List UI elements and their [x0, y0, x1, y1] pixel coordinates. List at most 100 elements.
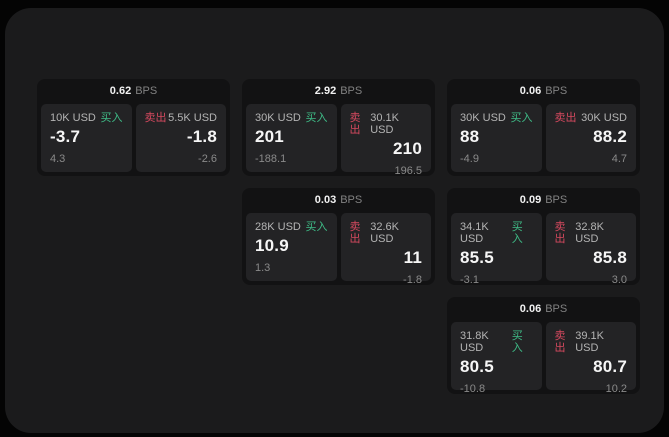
bps-unit-label: BPS	[545, 194, 568, 206]
sell-tile[interactable]: 卖出 32.6K USD 11 -1.8	[340, 213, 431, 286]
buy-label: 买入	[305, 112, 328, 124]
bps-value: 0.06	[519, 303, 542, 315]
buy-size: 30K USD	[255, 112, 301, 124]
sell-price: 80.7	[593, 357, 627, 377]
sell-change: -2.6	[198, 152, 217, 165]
quote-card: 0.06 BPS 30K USD 买入 88 -4.9 卖出	[447, 79, 640, 176]
buy-label: 买入	[510, 112, 533, 124]
card-body: 31.8K USD 买入 80.5 -10.8 卖出 39.1K USD 80.…	[451, 322, 636, 395]
sell-header-row: 卖出 30.1K USD	[350, 112, 423, 136]
buy-tile[interactable]: 34.1K USD 买入 85.5 -3.1	[451, 213, 542, 286]
sell-change: -1.8	[403, 273, 422, 286]
bps-unit-label: BPS	[135, 85, 158, 97]
sell-price: -1.8	[186, 127, 217, 147]
sell-price: 210	[393, 139, 422, 159]
bps-value: 0.62	[109, 85, 132, 97]
bps-value: 2.92	[314, 85, 337, 97]
buy-size: 30K USD	[460, 112, 506, 124]
buy-change: -4.9	[460, 152, 479, 165]
buy-change: -188.1	[255, 152, 287, 165]
buy-price: 85.5	[460, 248, 494, 268]
sell-change: 10.2	[605, 382, 627, 395]
buy-tile[interactable]: 30K USD 买入 88 -4.9	[451, 104, 542, 172]
sell-size: 32.6K USD	[370, 221, 399, 246]
buy-price: 10.9	[255, 236, 289, 256]
bps-value: 0.09	[519, 194, 542, 206]
bps-unit-label: BPS	[340, 85, 363, 97]
quote-card: 0.03 BPS 28K USD 买入 10.9 1.3 卖出	[242, 188, 435, 286]
card-header: 0.62 BPS	[41, 79, 226, 104]
buy-size: 34.1K USD	[460, 221, 489, 246]
buy-price: 88	[460, 127, 480, 147]
buy-change: 1.3	[255, 261, 271, 274]
sell-tile[interactable]: 卖出 5.5K USD -1.8 -2.6	[135, 104, 226, 172]
card-header: 0.06 BPS	[451, 79, 636, 104]
sell-size: 32.8K USD	[575, 221, 604, 246]
card-header: 0.03 BPS	[246, 188, 431, 213]
quote-card: 2.92 BPS 30K USD 买入 201 -188.1 卖出	[242, 79, 435, 177]
sell-header-row: 卖出 32.6K USD	[350, 221, 423, 245]
quote-card: 0.62 BPS 10K USD 买入 -3.7 4.3 卖出	[37, 79, 230, 176]
card-body: 28K USD 买入 10.9 1.3 卖出 32.6K USD 11 -1.8	[246, 213, 431, 286]
sell-tile[interactable]: 卖出 30.1K USD 210 196.5	[340, 104, 431, 177]
buy-label: 买入	[511, 330, 523, 355]
sell-price: 88.2	[593, 127, 627, 147]
sell-tile[interactable]: 卖出 39.1K USD 80.7 10.2	[545, 322, 636, 395]
buy-label: 买入	[100, 112, 123, 124]
buy-size: 10K USD	[50, 112, 96, 124]
sell-price: 11	[403, 248, 422, 268]
card-body: 30K USD 买入 88 -4.9 卖出 30K USD 88.2 4.7	[451, 104, 636, 172]
buy-header-row: 10K USD 买入	[50, 112, 123, 124]
buy-change: -3.1	[460, 273, 479, 286]
buy-header-row: 28K USD 买入	[255, 221, 328, 233]
bps-unit-label: BPS	[545, 303, 568, 315]
sell-label: 卖出	[349, 221, 361, 246]
buy-tile[interactable]: 30K USD 买入 201 -188.1	[246, 104, 337, 172]
card-header: 2.92 BPS	[246, 79, 431, 104]
card-body: 10K USD 买入 -3.7 4.3 卖出 5.5K USD -1.8 -2.…	[41, 104, 226, 172]
card-body: 34.1K USD 买入 85.5 -3.1 卖出 32.8K USD 85.8…	[451, 213, 636, 286]
buy-tile[interactable]: 31.8K USD 买入 80.5 -10.8	[451, 322, 542, 395]
buy-tile[interactable]: 10K USD 买入 -3.7 4.3	[41, 104, 132, 172]
buy-tile[interactable]: 28K USD 买入 10.9 1.3	[246, 213, 337, 281]
buy-header-row: 34.1K USD 买入	[460, 221, 533, 245]
sell-change: 3.0	[611, 273, 627, 286]
sell-change: 4.7	[611, 152, 627, 165]
buy-price: -3.7	[50, 127, 81, 147]
card-header: 0.09 BPS	[451, 188, 636, 213]
sell-size: 5.5K USD	[168, 112, 217, 124]
bps-value: 0.06	[519, 85, 542, 97]
sell-tile[interactable]: 卖出 30K USD 88.2 4.7	[545, 104, 636, 172]
sell-header-row: 卖出 32.8K USD	[555, 221, 628, 245]
sell-label: 卖出	[554, 330, 566, 355]
buy-price: 201	[255, 127, 284, 147]
sell-change: 196.5	[394, 164, 422, 177]
buy-size: 31.8K USD	[460, 330, 489, 355]
bps-value: 0.03	[314, 194, 337, 206]
buy-header-row: 31.8K USD 买入	[460, 330, 533, 354]
sell-label: 卖出	[554, 221, 566, 246]
sell-header-row: 卖出 30K USD	[555, 112, 628, 124]
sell-label: 卖出	[144, 112, 167, 124]
buy-header-row: 30K USD 买入	[460, 112, 533, 124]
sell-size: 30K USD	[581, 112, 627, 124]
bps-unit-label: BPS	[545, 85, 568, 97]
sell-header-row: 卖出 5.5K USD	[145, 112, 218, 124]
card-body: 30K USD 买入 201 -188.1 卖出 30.1K USD 210 1…	[246, 104, 431, 177]
buy-price: 80.5	[460, 357, 494, 377]
quote-card: 0.09 BPS 34.1K USD 买入 85.5 -3.1 卖出	[447, 188, 640, 286]
buy-change: -10.8	[460, 382, 486, 395]
buy-label: 买入	[305, 221, 328, 233]
sell-size: 39.1K USD	[575, 330, 604, 355]
buy-label: 买入	[511, 221, 523, 246]
sell-size: 30.1K USD	[370, 112, 399, 137]
card-header: 0.06 BPS	[451, 297, 636, 322]
quote-card: 0.06 BPS 31.8K USD 买入 80.5 -10.8 卖	[447, 297, 640, 395]
quotes-panel: 0.62 BPS 10K USD 买入 -3.7 4.3 卖出	[5, 8, 664, 433]
sell-tile[interactable]: 卖出 32.8K USD 85.8 3.0	[545, 213, 636, 286]
sell-label: 卖出	[554, 112, 577, 124]
buy-header-row: 30K USD 买入	[255, 112, 328, 124]
sell-header-row: 卖出 39.1K USD	[555, 330, 628, 354]
buy-size: 28K USD	[255, 221, 301, 233]
